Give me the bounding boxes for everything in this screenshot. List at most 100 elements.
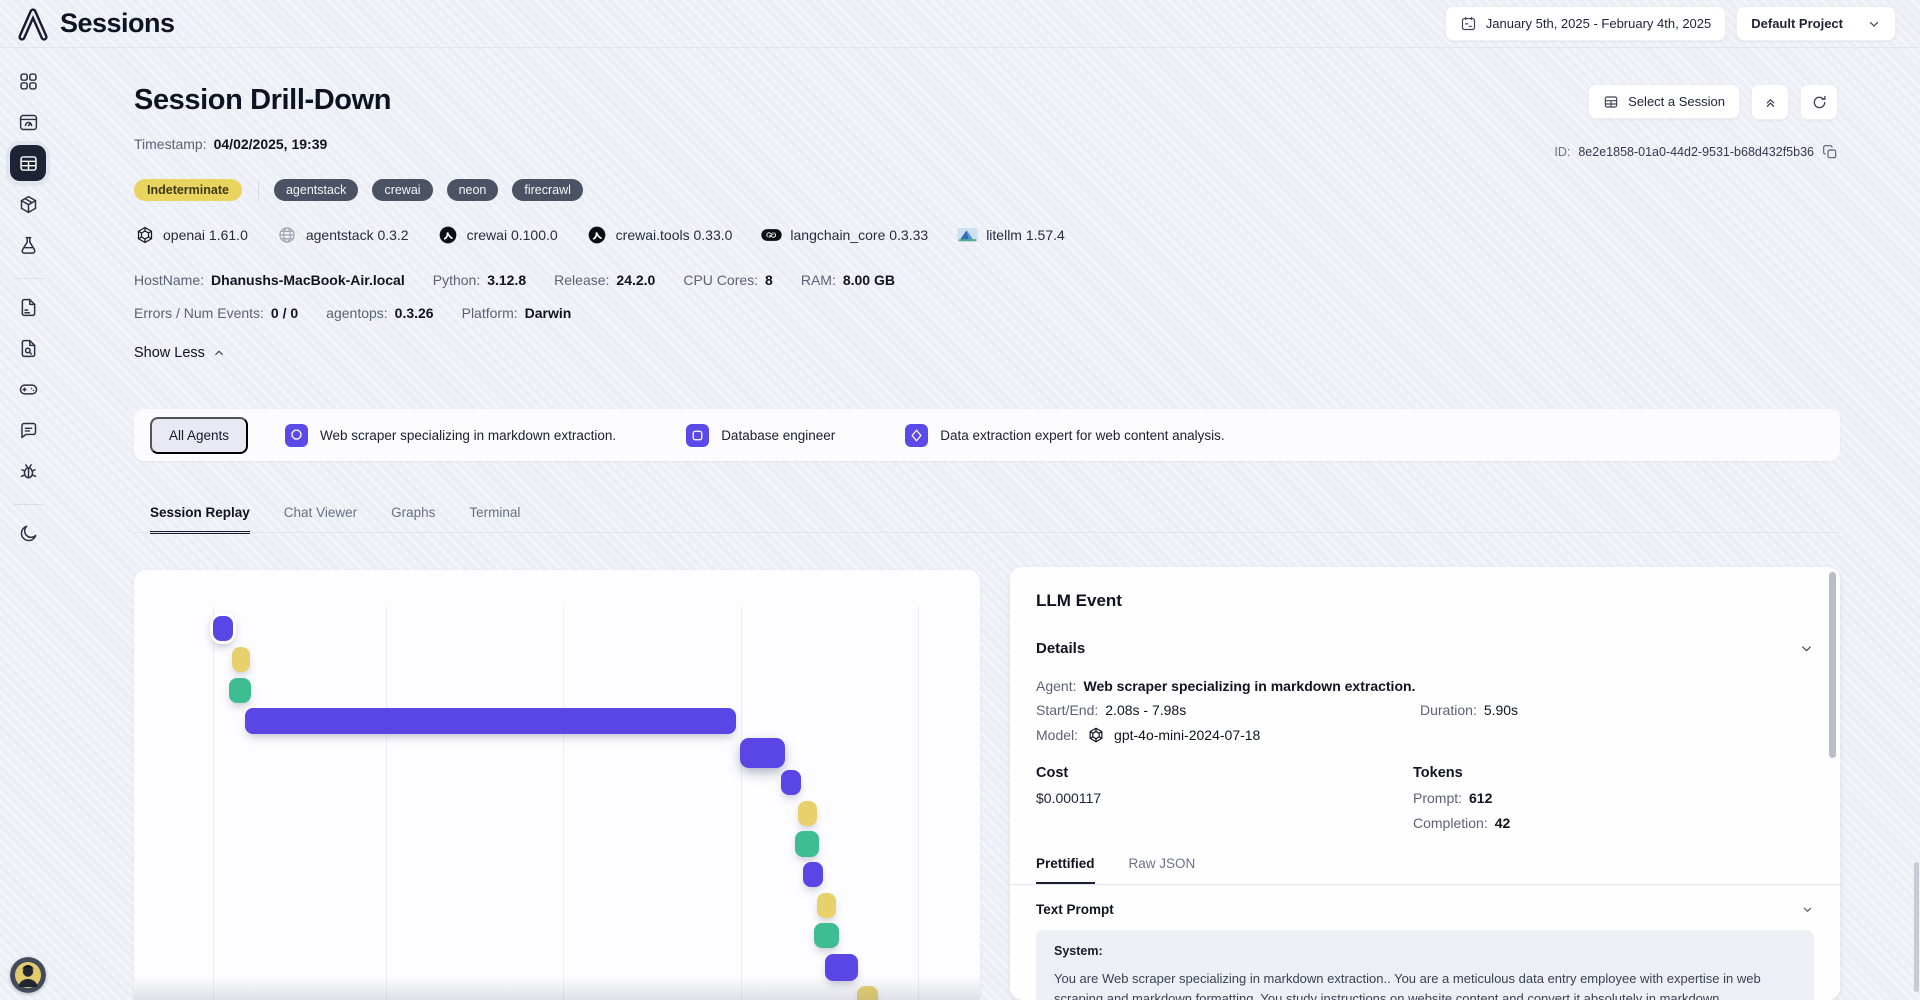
agent-filter-item[interactable]: Database engineer (686, 423, 836, 447)
agent-label: Database engineer (721, 427, 836, 443)
sidebar-item-theme-toggle[interactable] (10, 515, 46, 551)
info-value: 8.00 GB (842, 272, 895, 288)
tab-chat-viewer[interactable]: Chat Viewer (283, 505, 358, 520)
agentstack-icon (277, 224, 298, 245)
info-label: RAM: (800, 272, 836, 288)
sidebar-item-sessions[interactable] (10, 145, 46, 181)
session-id-value: 8e2e1858-01a0-44d2-9531-b68d432f5b36 (1578, 145, 1814, 159)
gantt-bar-llm[interactable] (213, 616, 233, 641)
table-icon (18, 153, 39, 174)
doc-file-icon (18, 297, 39, 318)
gantt-bar-llm[interactable] (245, 708, 736, 734)
agent-label: Web scraper specializing in markdown ext… (320, 427, 617, 443)
sidebar-item-packages[interactable] (10, 186, 46, 222)
gantt-bar-tool[interactable] (817, 893, 836, 918)
gantt-bar-action[interactable] (229, 678, 251, 703)
sidebar-item-docs[interactable] (10, 289, 46, 325)
gantt-bar-llm[interactable] (740, 738, 785, 768)
system-prompt-box: System: You are Web scraper specializing… (1036, 930, 1814, 1000)
sidebar-item-feedback[interactable] (10, 412, 46, 448)
status-badge: Indeterminate (134, 179, 242, 201)
chevron-down-icon (1867, 17, 1881, 31)
duration-value: 5.90s (1483, 702, 1519, 718)
details-section-header[interactable]: Details (1036, 640, 1814, 657)
chevron-down-icon (1799, 641, 1814, 656)
copy-icon[interactable] (1822, 144, 1838, 160)
gantt-bar-llm[interactable] (825, 954, 858, 981)
all-agents-button[interactable]: All Agents (150, 416, 249, 454)
calendar-icon (1460, 15, 1477, 32)
view-tab-prettified[interactable]: Prettified (1036, 856, 1095, 884)
model-label: Model: (1036, 727, 1079, 743)
info-label: agentops: (326, 305, 388, 321)
select-session-label: Select a Session (1628, 94, 1725, 109)
panel-scrollbar[interactable] (1829, 572, 1836, 758)
header-actions: January 5th, 2025 - February 4th, 2025 D… (1444, 6, 1896, 41)
sidebar (0, 48, 56, 1000)
gantt-bar-tool[interactable] (232, 647, 250, 672)
show-less-toggle[interactable]: Show Less (134, 345, 226, 361)
info-pair: agentops: 0.3.26 (326, 305, 433, 321)
table-small-icon (1603, 94, 1619, 110)
sidebar-item-overview[interactable] (10, 104, 46, 140)
sidebar-item-playground[interactable] (10, 371, 46, 407)
badge-separator (257, 179, 259, 201)
flask-icon (18, 235, 39, 256)
info-label: Platform: (461, 305, 518, 321)
prompt-tokens-label: Prompt: (1413, 790, 1463, 806)
package-name-version: litellm 1.57.4 (986, 226, 1065, 243)
info-value: 0.3.26 (394, 305, 434, 321)
page-title: Session Drill-Down (134, 84, 392, 116)
date-range-picker[interactable]: January 5th, 2025 - February 4th, 2025 (1444, 6, 1727, 41)
window-gauge-icon (18, 112, 39, 133)
apps-grid-icon (18, 71, 39, 92)
tag-badge: crewai (372, 179, 433, 201)
gantt-bar-tool[interactable] (798, 801, 817, 826)
agent-filter-item[interactable]: Data extraction expert for web content a… (905, 423, 1225, 447)
refresh-button[interactable] (1800, 84, 1838, 120)
sidebar-item-evals[interactable] (10, 227, 46, 263)
select-session-button[interactable]: Select a Session (1588, 84, 1740, 119)
info-value: 3.12.8 (487, 272, 527, 288)
agent-filter-item[interactable]: Web scraper specializing in markdown ext… (285, 423, 617, 447)
info-pair: Platform: Darwin (462, 305, 572, 321)
info-pair: Errors / Num Events: 0 / 0 (134, 305, 298, 321)
gantt-bar-llm[interactable] (781, 770, 801, 795)
sidebar-item-logs[interactable] (10, 330, 46, 366)
gantt-bar-tool[interactable] (857, 986, 878, 1000)
agentops-logo-icon (13, 5, 51, 43)
tab-session-replay[interactable]: Session Replay (150, 505, 250, 534)
text-prompt-header[interactable]: Text Prompt (1036, 902, 1814, 917)
session-id: ID: 8e2e1858-01a0-44d2-9531-b68d432f5b36 (1554, 144, 1838, 160)
gantt-gridline (918, 606, 919, 1000)
tab-graphs[interactable]: Graphs (391, 505, 436, 520)
gantt-bar-action[interactable] (814, 923, 839, 948)
tab-terminal[interactable]: Terminal (469, 505, 521, 520)
info-label: Release: (554, 272, 610, 288)
package-name-version: openai 1.61.0 (163, 226, 248, 243)
project-selector[interactable]: Default Project (1736, 6, 1896, 41)
gamepad-icon (18, 379, 39, 400)
info-label: CPU Cores: (683, 272, 759, 288)
agent-label: Agent: (1036, 678, 1077, 694)
agent-avatar-icon (285, 423, 309, 447)
gantt-bar-action[interactable] (795, 831, 819, 857)
duration-label: Duration: (1420, 702, 1477, 718)
info-value: 0 / 0 (270, 305, 299, 321)
package-name-version: agentstack 0.3.2 (305, 226, 409, 243)
user-avatar[interactable] (10, 957, 46, 993)
gantt-bar-llm[interactable] (803, 862, 823, 887)
sidebar-item-apps[interactable] (10, 63, 46, 99)
session-actions: Select a Session (1588, 84, 1838, 120)
sidebar-divider (13, 504, 43, 505)
tag-badge: firecrawl (512, 179, 583, 201)
date-range-label: January 5th, 2025 - February 4th, 2025 (1485, 16, 1712, 31)
sidebar-item-issues[interactable] (10, 453, 46, 489)
view-tab-raw-json[interactable]: Raw JSON (1128, 856, 1196, 871)
timestamp: Timestamp: 04/02/2025, 19:39 (134, 136, 327, 152)
collapse-button[interactable] (1751, 84, 1789, 120)
chat-icon (18, 420, 39, 441)
page-scrollbar[interactable] (1914, 862, 1919, 992)
tag-badge: agentstack (273, 179, 359, 201)
tag-badge: neon (446, 179, 499, 201)
